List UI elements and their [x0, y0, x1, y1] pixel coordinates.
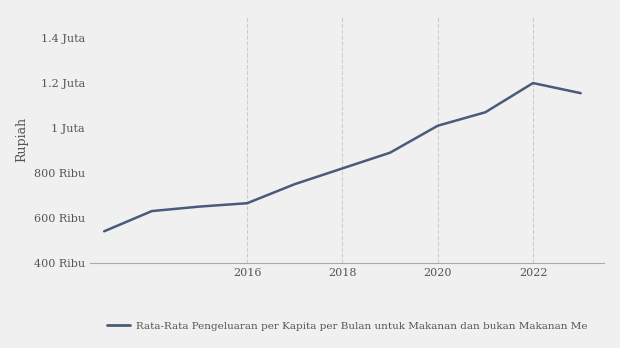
Rata-Rata Pengeluaran per Kapita per Bulan untuk Makanan dan bukan Makanan Me — [339, 166, 346, 171]
Rata-Rata Pengeluaran per Kapita per Bulan untuk Makanan dan bukan Makanan Me — [482, 110, 489, 114]
Rata-Rata Pengeluaran per Kapita per Bulan untuk Makanan dan bukan Makanan Me — [434, 124, 441, 128]
Rata-Rata Pengeluaran per Kapita per Bulan untuk Makanan dan bukan Makanan Me — [291, 182, 298, 186]
Y-axis label: Rupiah: Rupiah — [16, 117, 29, 162]
Line: Rata-Rata Pengeluaran per Kapita per Bulan untuk Makanan dan bukan Makanan Me: Rata-Rata Pengeluaran per Kapita per Bul… — [104, 83, 581, 231]
Legend: Rata-Rata Pengeluaran per Kapita per Bulan untuk Makanan dan bukan Makanan Me: Rata-Rata Pengeluaran per Kapita per Bul… — [103, 317, 591, 335]
Rata-Rata Pengeluaran per Kapita per Bulan untuk Makanan dan bukan Makanan Me — [529, 81, 537, 85]
Rata-Rata Pengeluaran per Kapita per Bulan untuk Makanan dan bukan Makanan Me — [386, 151, 394, 155]
Rata-Rata Pengeluaran per Kapita per Bulan untuk Makanan dan bukan Makanan Me — [148, 209, 156, 213]
Rata-Rata Pengeluaran per Kapita per Bulan untuk Makanan dan bukan Makanan Me — [577, 91, 585, 95]
Rata-Rata Pengeluaran per Kapita per Bulan untuk Makanan dan bukan Makanan Me — [244, 201, 251, 205]
Rata-Rata Pengeluaran per Kapita per Bulan untuk Makanan dan bukan Makanan Me — [100, 229, 108, 234]
Rata-Rata Pengeluaran per Kapita per Bulan untuk Makanan dan bukan Makanan Me — [196, 205, 203, 209]
